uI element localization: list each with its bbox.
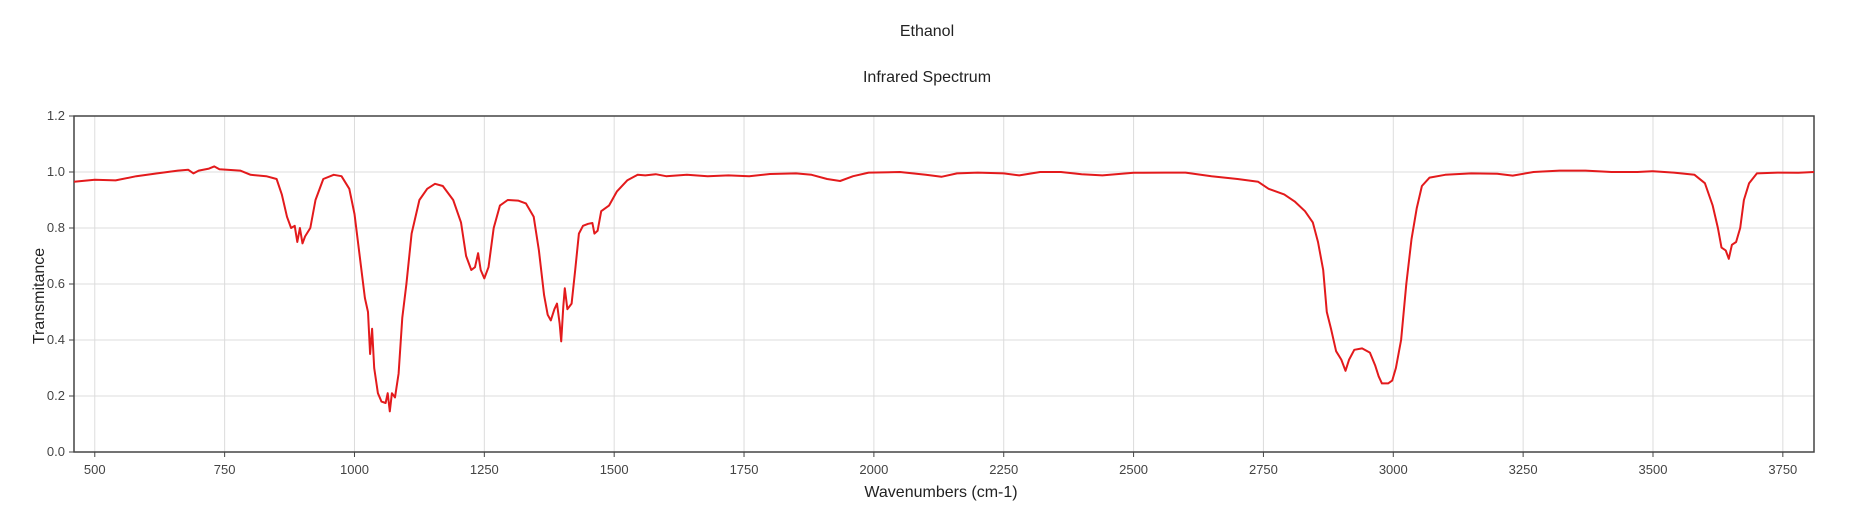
x-tick-label: 2750 [1249,462,1278,477]
x-tick-label: 2250 [989,462,1018,477]
y-tick-label: 1.0 [47,164,65,179]
x-tick-label: 1250 [470,462,499,477]
x-axis-ticks: 500 750 1000 1250 1500 1750 2000 2250 2500 2750 30… [84,452,1797,477]
x-axis-title: Wavenumbers (cm-1) [864,484,1017,501]
x-tick-label: 1500 [600,462,629,477]
y-axis-ticks: 0.0 0.2 0.4 0.6 0.8 1.0 1.2 [47,108,74,459]
x-tick-label: 750 [214,462,236,477]
y-tick-label: 0.6 [47,276,65,291]
x-tick-label: 3250 [1509,462,1538,477]
x-tick-label: 3500 [1639,462,1668,477]
y-tick-label: 0.8 [47,220,65,235]
x-tick-label: 2000 [859,462,888,477]
x-tick-label: 500 [84,462,106,477]
x-tick-label: 3000 [1379,462,1408,477]
y-axis-title: Transmitance [31,248,48,344]
x-tick-label: 1750 [730,462,759,477]
y-tick-label: 0.2 [47,388,65,403]
y-tick-label: 0.0 [47,444,65,459]
x-tick-label: 3750 [1768,462,1797,477]
x-tick-label: 1000 [340,462,369,477]
y-tick-label: 0.4 [47,332,65,347]
x-tick-label: 2500 [1119,462,1148,477]
chart-title: Ethanol [900,23,954,40]
chart-subtitle: Infrared Spectrum [863,69,991,86]
y-tick-label: 1.2 [47,108,65,123]
series-line-transmittance [73,165,1815,413]
